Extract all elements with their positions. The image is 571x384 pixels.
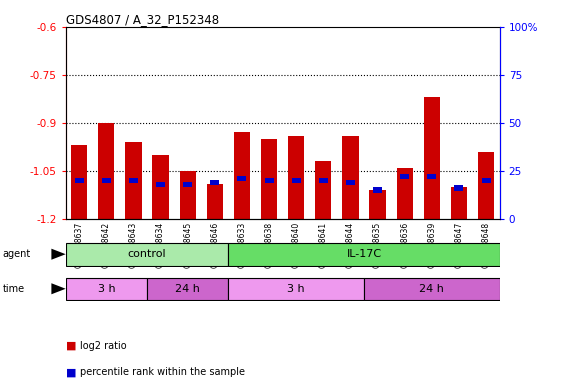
Text: log2 ratio: log2 ratio [80,341,127,351]
FancyBboxPatch shape [364,278,500,300]
Bar [315,161,331,219]
Text: time: time [3,284,25,294]
Bar [481,178,490,183]
Polygon shape [51,249,66,260]
Text: 24 h: 24 h [419,284,444,294]
Bar [288,136,304,219]
Bar [342,136,359,219]
Bar [179,171,196,219]
Bar [71,145,87,219]
Bar [238,176,247,181]
Bar [400,174,409,179]
Bar [319,178,328,183]
Bar [234,132,250,219]
Bar [346,180,355,185]
Bar [75,178,84,183]
Bar [373,187,382,193]
Bar [261,139,278,219]
Bar [156,182,165,187]
Text: percentile rank within the sample: percentile rank within the sample [80,367,245,377]
Bar [264,178,274,183]
Bar [210,180,219,185]
Bar [207,184,223,219]
Text: 24 h: 24 h [175,284,200,294]
FancyBboxPatch shape [228,243,500,266]
Text: agent: agent [3,249,31,259]
FancyBboxPatch shape [66,278,147,300]
Bar [98,123,114,219]
Bar [451,187,467,219]
Bar [396,168,413,219]
Text: control: control [128,249,166,260]
Bar [152,155,169,219]
Bar [478,152,494,219]
Text: IL-17C: IL-17C [347,249,381,260]
Bar [424,97,440,219]
Text: GDS4807 / A_32_P152348: GDS4807 / A_32_P152348 [66,13,219,26]
Bar [102,178,111,183]
FancyBboxPatch shape [147,278,228,300]
Bar [427,174,436,179]
Text: ■: ■ [66,341,76,351]
Bar [126,142,142,219]
Text: 3 h: 3 h [98,284,115,294]
FancyBboxPatch shape [228,278,364,300]
Polygon shape [51,283,66,294]
Bar [129,178,138,183]
Bar [183,182,192,187]
Bar [455,185,464,191]
Text: 3 h: 3 h [287,284,305,294]
Bar [292,178,301,183]
FancyBboxPatch shape [66,243,228,266]
Bar [369,190,386,219]
Text: ■: ■ [66,367,76,377]
